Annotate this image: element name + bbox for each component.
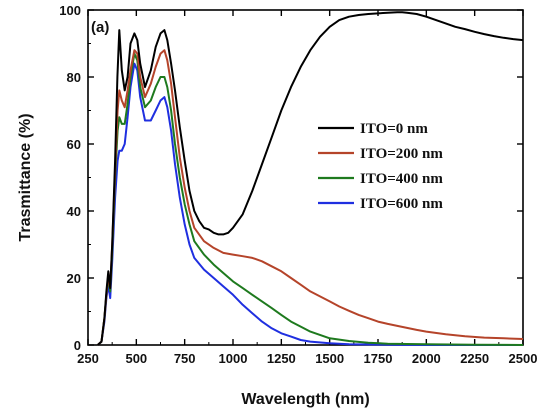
- y-tick-label: 100: [59, 3, 81, 18]
- legend-label-3: ITO=600 nm: [360, 196, 443, 212]
- x-tick-label: 2500: [509, 351, 538, 366]
- y-tick-label: 60: [67, 137, 81, 152]
- y-tick-label: 40: [67, 204, 81, 219]
- y-tick-label: 0: [74, 338, 81, 353]
- series-line-2: [97, 52, 524, 346]
- panel-label: (a): [91, 19, 109, 36]
- x-axis-title: Wavelength (nm): [241, 391, 369, 408]
- legend-label-2: ITO=400 nm: [360, 171, 443, 187]
- series-line-0: [97, 11, 524, 346]
- series-line-1: [97, 49, 524, 346]
- x-tick-label: 500: [125, 351, 147, 366]
- x-tick-label: 1250: [267, 351, 296, 366]
- x-tick-label: 1500: [315, 351, 344, 366]
- y-tick-label: 20: [67, 271, 81, 286]
- legend-label-0: ITO=0 nm: [360, 121, 428, 137]
- x-tick-label: 1750: [364, 351, 393, 366]
- y-axis-title: Trasmittance (%): [17, 113, 34, 241]
- x-tick-label: 250: [77, 351, 99, 366]
- x-tick-label: 2000: [412, 351, 441, 366]
- y-tick-label: 80: [67, 70, 81, 85]
- legend-label-1: ITO=200 nm: [360, 146, 443, 162]
- x-tick-label: 2250: [460, 351, 489, 366]
- x-tick-label: 750: [174, 351, 196, 366]
- x-tick-label: 1000: [219, 351, 248, 366]
- series-line-3: [97, 62, 523, 346]
